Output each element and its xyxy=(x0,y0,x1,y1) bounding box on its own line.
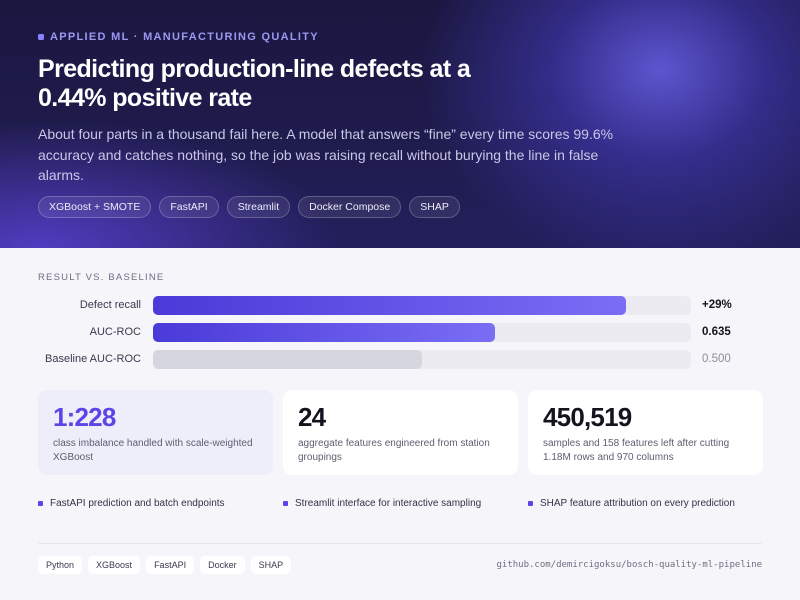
bar-row-defect-recall: Defect recall +29% xyxy=(38,296,758,316)
stat-number: 1:228 xyxy=(53,402,116,432)
chip-streamlit: Streamlit xyxy=(226,196,291,218)
bullet-square-icon xyxy=(528,501,533,506)
bar-fill xyxy=(153,350,422,369)
lead-paragraph: About four parts in a thousand fail here… xyxy=(38,126,614,183)
feature-item: Streamlit interface for interactive samp… xyxy=(283,498,528,509)
bar-fill xyxy=(153,296,627,315)
footer-divider xyxy=(38,543,762,544)
tag-fastapi: FastAPI xyxy=(146,556,195,574)
stat-number: 450,519 xyxy=(543,402,632,432)
bar-track xyxy=(153,323,691,342)
bar-label: Baseline AUC-ROC xyxy=(45,353,141,365)
stat-description: aggregate features engineered from stati… xyxy=(298,438,490,463)
feature-text: SHAP feature attribution on every predic… xyxy=(540,498,735,509)
feature-text: FastAPI prediction and batch endpoints xyxy=(50,498,225,509)
bar-row-baseline-auc-roc: Baseline AUC-ROC 0.500 xyxy=(38,350,758,370)
bar-value: 0.635 xyxy=(702,326,731,338)
chip-xgboost-smote: XGBoost + SMOTE xyxy=(38,196,152,218)
stat-description: class imbalance handled with scale-weigh… xyxy=(53,438,253,463)
feature-item: FastAPI prediction and batch endpoints xyxy=(38,498,283,509)
eyebrow-dot-icon xyxy=(38,34,44,40)
footer-tags: Python XGBoost FastAPI Docker SHAP xyxy=(38,556,292,574)
bullet-square-icon xyxy=(283,501,288,506)
repo-link[interactable]: github.com/demircigoksu/bosch-quality-ml… xyxy=(496,560,762,570)
tag-python: Python xyxy=(38,556,83,574)
feature-list: FastAPI prediction and batch endpoints S… xyxy=(38,498,768,509)
bar-fill xyxy=(153,323,495,342)
bar-track xyxy=(153,296,691,315)
stat-card-features: 24 aggregate features engineered from st… xyxy=(283,390,518,475)
stat-number: 24 xyxy=(298,402,326,432)
tech-chips: XGBoost + SMOTE FastAPI Streamlit Docker… xyxy=(38,196,460,218)
eyebrow: APPLIED ML · MANUFACTURING QUALITY xyxy=(38,31,319,43)
bar-track xyxy=(153,350,691,369)
results-bars: Defect recall +29% AUC-ROC 0.635 Baselin… xyxy=(38,296,758,377)
tag-shap: SHAP xyxy=(250,556,292,574)
hero-banner: APPLIED ML · MANUFACTURING QUALITY Predi… xyxy=(0,0,800,248)
results-section-label: RESULT VS. BASELINE xyxy=(38,272,165,283)
bar-value: 0.500 xyxy=(702,353,731,365)
chip-docker-compose: Docker Compose xyxy=(298,196,402,218)
bar-value: +29% xyxy=(702,299,732,311)
bullet-square-icon xyxy=(38,501,43,506)
stat-description: samples and 158 features left after cutt… xyxy=(543,438,730,463)
feature-text: Streamlit interface for interactive samp… xyxy=(295,498,482,509)
stat-card-samples: 450,519 samples and 158 features left af… xyxy=(528,390,763,475)
stat-card-class-imbalance: 1:228 class imbalance handled with scale… xyxy=(38,390,273,475)
eyebrow-text: APPLIED ML · MANUFACTURING QUALITY xyxy=(50,31,319,43)
bar-label: AUC-ROC xyxy=(89,326,141,338)
chip-shap: SHAP xyxy=(409,196,460,218)
chip-fastapi: FastAPI xyxy=(159,196,219,218)
stat-cards: 1:228 class imbalance handled with scale… xyxy=(38,390,763,475)
bar-label: Defect recall xyxy=(79,299,141,311)
tag-xgboost: XGBoost xyxy=(88,556,141,574)
bar-row-auc-roc: AUC-ROC 0.635 xyxy=(38,323,758,343)
feature-item: SHAP feature attribution on every predic… xyxy=(528,498,768,509)
tag-docker: Docker xyxy=(200,556,245,574)
page-title: Predicting production-line defects at a … xyxy=(38,55,471,112)
